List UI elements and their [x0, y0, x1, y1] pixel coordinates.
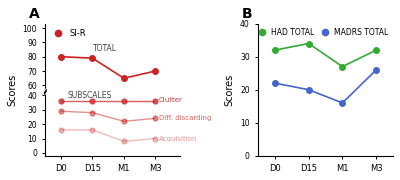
Y-axis label: Scores: Scores: [224, 74, 234, 106]
Text: SUBSCALES: SUBSCALES: [67, 91, 112, 100]
Text: TOTAL: TOTAL: [93, 44, 117, 53]
Legend: SI-R: SI-R: [47, 25, 89, 41]
Text: Diff. discarding: Diff. discarding: [159, 115, 212, 122]
Legend: HAD TOTAL, MADRS TOTAL: HAD TOTAL, MADRS TOTAL: [251, 25, 391, 40]
Text: Clutter: Clutter: [159, 98, 183, 103]
Text: A: A: [29, 7, 40, 21]
Text: Acquisition: Acquisition: [159, 136, 198, 141]
Y-axis label: Scores: Scores: [7, 74, 17, 106]
Text: B: B: [242, 7, 252, 21]
